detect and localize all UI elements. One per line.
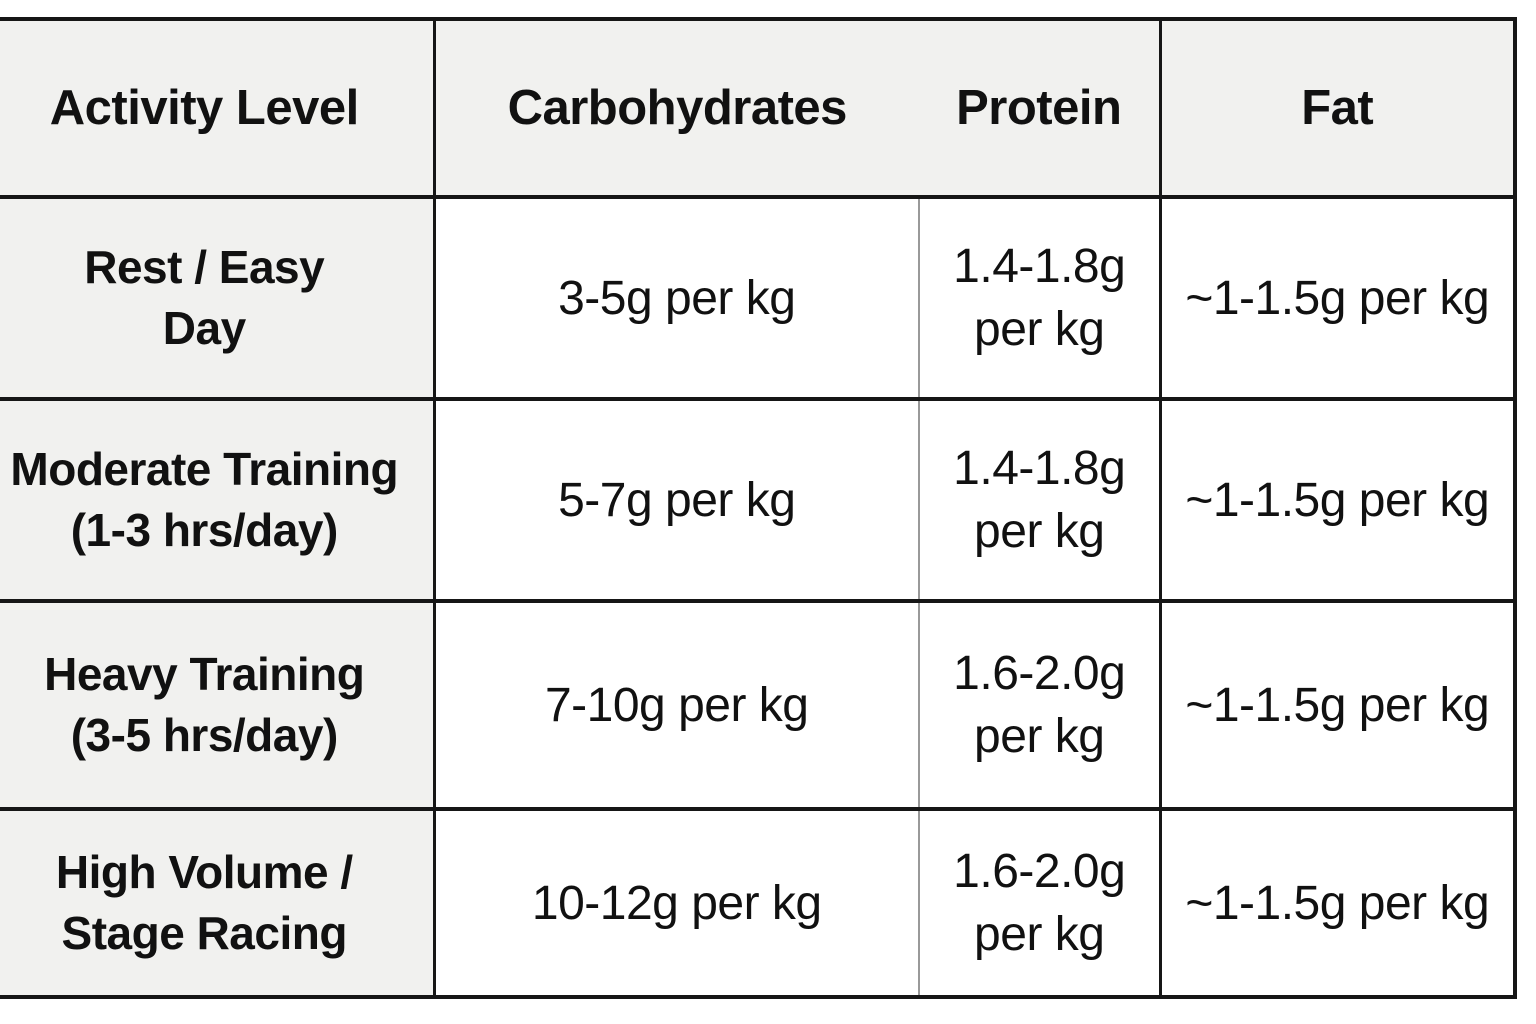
header-row: Activity Level Carbohydrates Protein Fat (0, 19, 1515, 197)
activity-line: Day (162, 302, 246, 354)
activity-line: (3-5 hrs/day) (70, 709, 339, 761)
protein-line: per kg (974, 505, 1105, 558)
table-row-heavy-training: Heavy Training (3-5 hrs/day) 7-10g per k… (0, 601, 1515, 809)
activity-line: Heavy Training (44, 648, 365, 701)
protein-line: 1.6-2.0g (953, 646, 1126, 700)
carbohydrates-cell: 7-10g per kg (432, 601, 919, 809)
activity-line: Stage Racing (61, 907, 348, 959)
protein-line: per kg (974, 908, 1105, 961)
fat-cell: ~1-1.5g per kg (1158, 809, 1515, 997)
protein-cell: 1.6-2.0g per kg (918, 809, 1160, 997)
protein-line: per kg (974, 303, 1105, 356)
carbohydrates-cell: 3-5g per kg (432, 197, 919, 399)
header-fat: Fat (1158, 19, 1515, 197)
activity-line: (1-3 hrs/day) (70, 504, 339, 556)
activity-level-cell: High Volume / Stage Racing (0, 809, 434, 997)
protein-cell: 1.4-1.8g per kg (918, 399, 1160, 601)
header-protein: Protein (919, 19, 1160, 197)
header-carbohydrates: Carbohydrates (432, 19, 919, 197)
activity-level-cell: Rest / Easy Day (0, 197, 434, 399)
protein-cell: 1.6-2.0g per kg (918, 601, 1160, 809)
fat-cell: ~1-1.5g per kg (1158, 197, 1515, 399)
table-row-moderate-training: Moderate Training (1-3 hrs/day) 5-7g per… (0, 399, 1515, 601)
protein-line: 1.4-1.8g (953, 239, 1126, 293)
protein-line: per kg (974, 710, 1105, 763)
table-row-rest-easy-day: Rest / Easy Day 3-5g per kg 1.4-1.8g per… (0, 197, 1515, 399)
table-row-high-volume-stage-racing: High Volume / Stage Racing 10-12g per kg… (0, 809, 1515, 997)
activity-level-cell: Heavy Training (3-5 hrs/day) (0, 601, 434, 809)
carbohydrates-cell: 5-7g per kg (432, 399, 919, 601)
header-activity-level: Activity Level (0, 19, 434, 197)
fat-cell: ~1-1.5g per kg (1158, 399, 1515, 601)
protein-line: 1.4-1.8g (953, 441, 1126, 495)
macronutrient-table: Activity Level Carbohydrates Protein Fat… (0, 17, 1517, 999)
activity-line: Moderate Training (10, 443, 399, 496)
carbohydrates-cell: 10-12g per kg (432, 809, 919, 997)
fat-cell: ~1-1.5g per kg (1158, 601, 1515, 809)
activity-line: High Volume / (55, 846, 353, 899)
activity-level-cell: Moderate Training (1-3 hrs/day) (0, 399, 434, 601)
protein-cell: 1.4-1.8g per kg (918, 197, 1160, 399)
protein-line: 1.6-2.0g (953, 844, 1126, 898)
activity-line: Rest / Easy (84, 241, 325, 294)
